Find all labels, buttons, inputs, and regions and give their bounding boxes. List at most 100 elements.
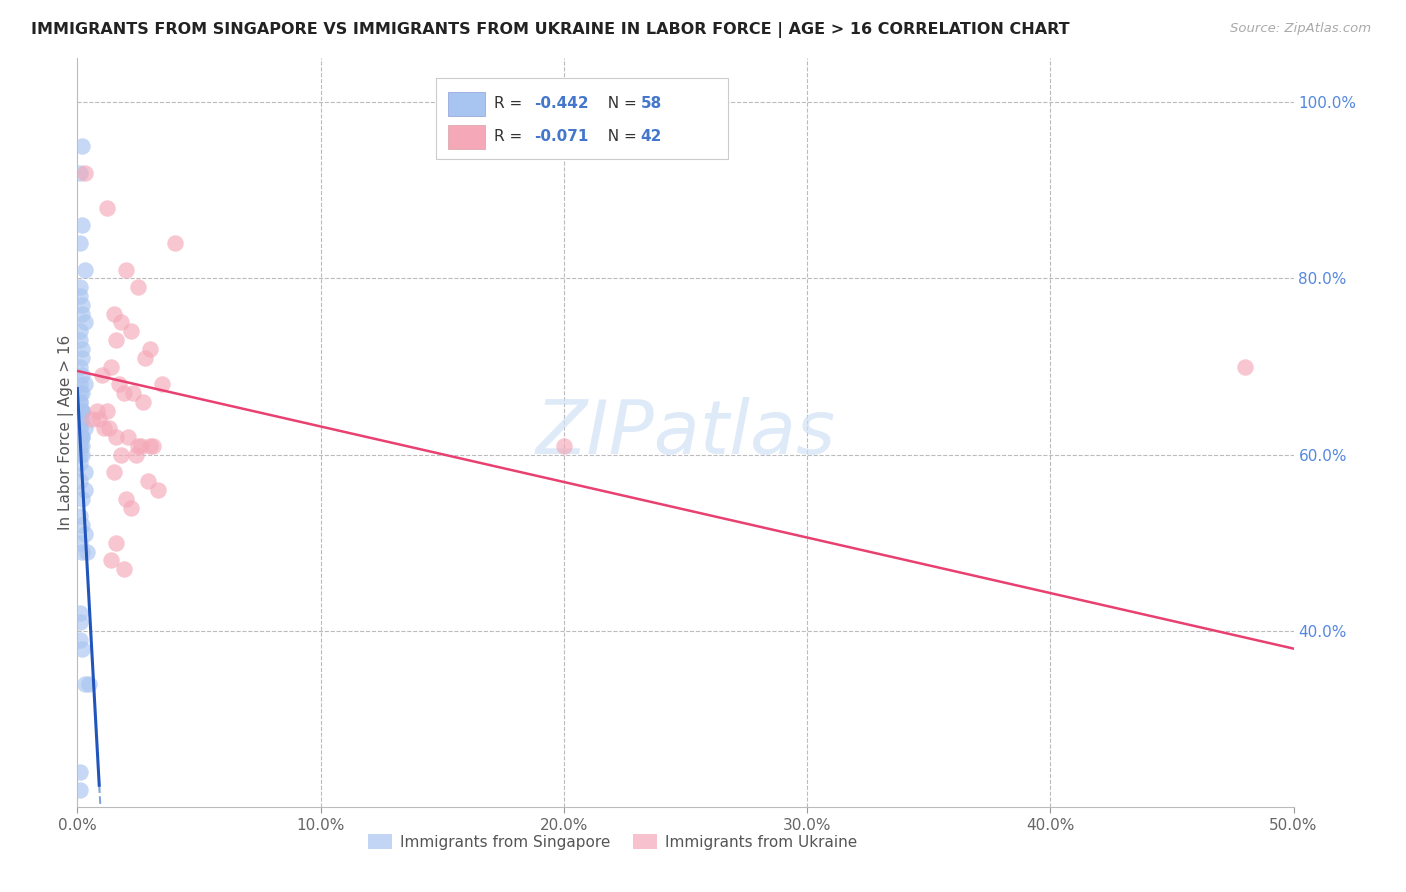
Point: [70, 298, 93, 312]
Point: [117, 430, 139, 444]
Point: [73, 465, 96, 479]
Y-axis label: In Labor Force | Age > 16: In Labor Force | Age > 16: [58, 335, 75, 530]
Point: [90, 368, 112, 383]
Point: [69, 439, 91, 453]
Text: 58: 58: [640, 96, 662, 112]
Point: [69, 280, 91, 294]
Point: [163, 236, 186, 251]
Point: [142, 439, 165, 453]
Point: [69, 377, 91, 392]
Point: [125, 448, 148, 462]
Point: [73, 527, 96, 541]
Point: [70, 139, 93, 153]
Point: [110, 448, 132, 462]
Point: [129, 439, 152, 453]
Point: [69, 236, 91, 251]
Point: [69, 607, 91, 621]
Text: N =: N =: [598, 96, 641, 112]
Point: [69, 289, 91, 303]
Point: [70, 403, 93, 417]
Point: [86, 403, 108, 417]
Point: [79, 677, 101, 691]
Point: [73, 377, 96, 392]
Bar: [449, 125, 485, 149]
Point: [152, 377, 174, 392]
Point: [69, 615, 91, 629]
Point: [70, 412, 93, 426]
Bar: [449, 92, 485, 116]
Point: [70, 342, 93, 356]
Text: IMMIGRANTS FROM SINGAPORE VS IMMIGRANTS FROM UKRAINE IN LABOR FORCE | AGE > 16 C: IMMIGRANTS FROM SINGAPORE VS IMMIGRANTS …: [31, 22, 1070, 38]
Point: [105, 536, 128, 550]
Point: [69, 421, 91, 435]
Point: [69, 430, 91, 444]
Point: [69, 324, 91, 338]
Point: [70, 448, 93, 462]
Point: [69, 394, 91, 409]
Point: [69, 448, 91, 462]
Point: [120, 324, 142, 338]
Text: ZIPatlas: ZIPatlas: [536, 397, 835, 468]
Point: [69, 509, 91, 524]
Point: [73, 677, 96, 691]
Point: [70, 439, 93, 453]
Point: [115, 262, 138, 277]
Point: [112, 562, 135, 576]
Point: [69, 764, 91, 779]
Point: [127, 439, 149, 453]
Text: -0.071: -0.071: [534, 129, 589, 145]
Point: [97, 421, 120, 435]
Point: [89, 412, 111, 426]
Point: [110, 315, 132, 329]
Point: [107, 377, 129, 392]
Point: [100, 359, 122, 374]
Point: [69, 439, 91, 453]
Point: [105, 430, 128, 444]
Text: -0.442: -0.442: [534, 96, 589, 112]
Point: [69, 333, 91, 347]
Legend: Immigrants from Singapore, Immigrants from Ukraine: Immigrants from Singapore, Immigrants fr…: [361, 828, 863, 855]
Point: [69, 386, 91, 401]
FancyBboxPatch shape: [436, 78, 728, 159]
Point: [70, 430, 93, 444]
Point: [73, 165, 96, 179]
Point: [76, 544, 98, 558]
Point: [146, 483, 169, 497]
Point: [69, 359, 91, 374]
Point: [1233, 359, 1256, 374]
Text: R =: R =: [495, 96, 527, 112]
Point: [70, 403, 93, 417]
Point: [73, 483, 96, 497]
Point: [105, 333, 128, 347]
Point: [70, 430, 93, 444]
Point: [70, 219, 93, 233]
Point: [69, 165, 91, 179]
Point: [70, 307, 93, 321]
Point: [69, 412, 91, 426]
Point: [100, 553, 122, 567]
Point: [69, 394, 91, 409]
Point: [69, 536, 91, 550]
Point: [139, 342, 162, 356]
Point: [69, 457, 91, 471]
Point: [73, 421, 96, 435]
Point: [70, 386, 93, 401]
Point: [69, 421, 91, 435]
Point: [96, 403, 118, 417]
Point: [96, 201, 118, 215]
Text: R =: R =: [495, 129, 527, 145]
Point: [70, 491, 93, 506]
Point: [69, 632, 91, 647]
Point: [80, 412, 103, 426]
Point: [103, 307, 125, 321]
Point: [553, 439, 575, 453]
Point: [70, 403, 93, 417]
Point: [136, 474, 159, 488]
Point: [69, 782, 91, 797]
Point: [70, 641, 93, 656]
Point: [132, 394, 155, 409]
Point: [120, 500, 142, 515]
Text: N =: N =: [598, 129, 641, 145]
Text: Source: ZipAtlas.com: Source: ZipAtlas.com: [1230, 22, 1371, 36]
Point: [127, 280, 149, 294]
